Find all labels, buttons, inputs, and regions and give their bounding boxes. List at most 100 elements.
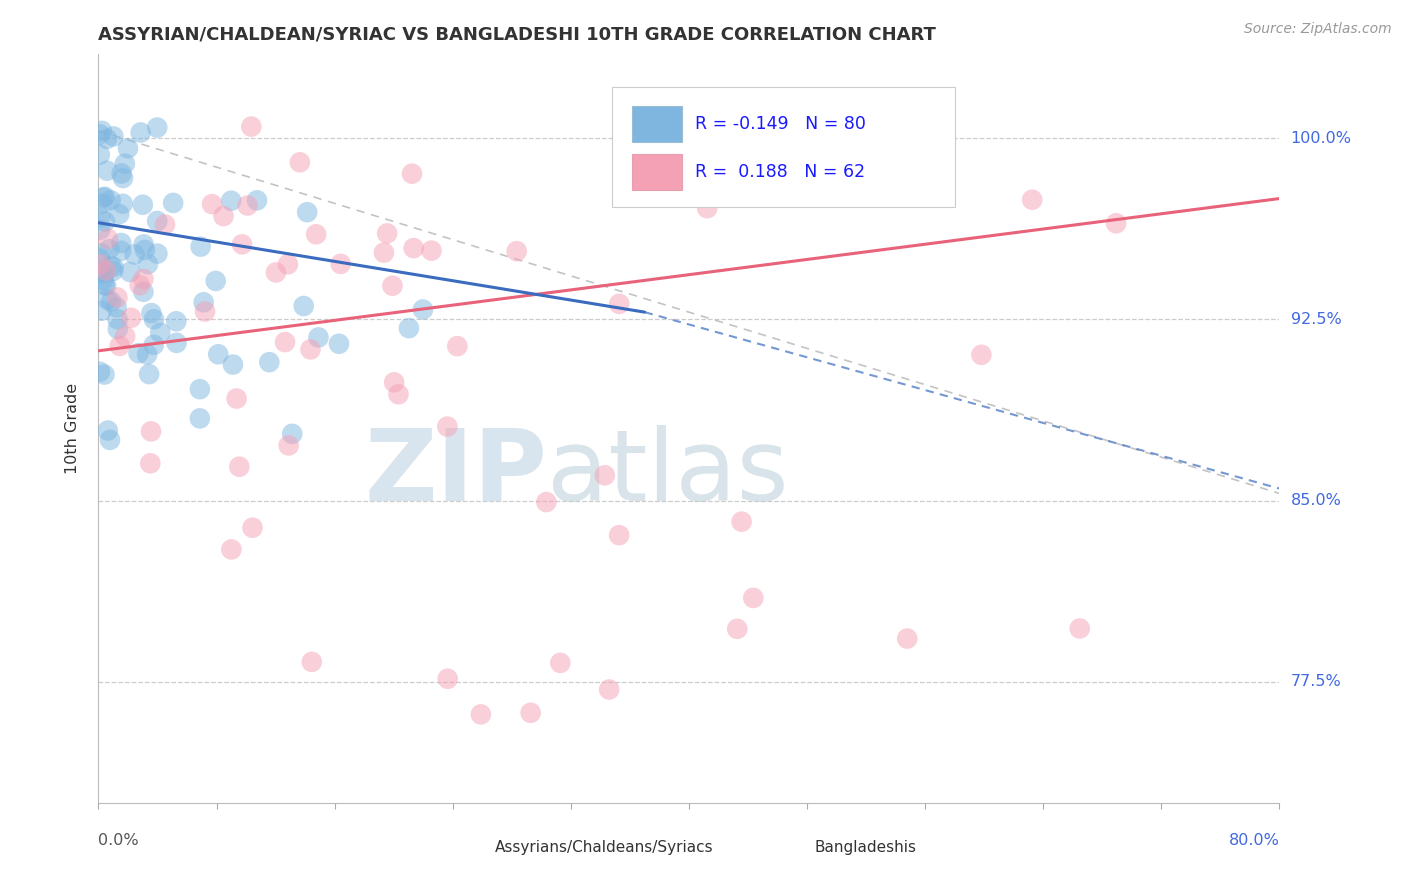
Point (129, 126, 152, 140)
Point (240, 120, 263, 134)
Point (94, 215, 117, 229)
Point (166, 335, 188, 350)
Point (89, 211, 111, 225)
Bar (633, 154, 682, 190)
Point (277, 257, 299, 271)
Point (100, 259, 122, 273)
Point (194, 304, 217, 318)
Point (89, 252, 111, 266)
Point (505, 244, 527, 259)
Point (259, 355, 281, 369)
Point (136, 348, 159, 362)
Point (146, 214, 169, 228)
Point (93, 267, 115, 281)
Point (110, 244, 132, 258)
Point (281, 426, 304, 441)
Point (204, 274, 226, 288)
Point (94, 263, 117, 277)
Point (896, 632, 918, 646)
Point (100, 294, 122, 309)
Point (132, 237, 155, 252)
Point (105, 291, 128, 305)
Point (117, 141, 139, 155)
Point (107, 312, 129, 326)
Point (928, 145, 950, 159)
Point (90, 303, 112, 318)
Point (153, 218, 176, 232)
Point (274, 334, 297, 349)
Text: Source: ZipAtlas.com: Source: ZipAtlas.com (1244, 22, 1392, 37)
Point (89, 365, 111, 379)
Point (228, 459, 250, 474)
Point (373, 245, 395, 260)
Point (730, 515, 752, 529)
Text: 77.5%: 77.5% (1291, 674, 1341, 690)
Point (222, 358, 245, 372)
Point (231, 237, 253, 252)
Text: R =  0.188   N = 62: R = 0.188 N = 62 (695, 163, 865, 181)
Point (96, 293, 118, 307)
Point (128, 346, 150, 360)
Point (446, 339, 468, 353)
Point (94, 278, 117, 293)
Point (110, 235, 132, 250)
Point (696, 201, 718, 215)
Text: atlas: atlas (547, 425, 789, 522)
Point (299, 343, 322, 357)
Point (132, 198, 155, 212)
Point (103, 129, 125, 144)
Point (207, 347, 229, 361)
Text: Assyrians/Chaldeans/Syriacs: Assyrians/Chaldeans/Syriacs (495, 840, 714, 855)
Point (93, 368, 115, 382)
Point (420, 244, 443, 258)
Point (111, 196, 134, 211)
Point (593, 468, 616, 483)
Point (387, 387, 409, 401)
Point (93, 191, 115, 205)
Point (225, 392, 247, 406)
Point (236, 198, 259, 212)
Point (143, 312, 166, 326)
Point (136, 257, 159, 271)
Text: ASSYRIAN/CHALDEAN/SYRIAC VS BANGLADESHI 10TH GRADE CORRELATION CHART: ASSYRIAN/CHALDEAN/SYRIAC VS BANGLADESHI … (98, 26, 936, 44)
Point (97, 424, 120, 438)
Point (139, 425, 162, 439)
Point (90, 124, 112, 138)
Point (91, 196, 114, 211)
Point (165, 314, 187, 328)
Point (90, 246, 112, 260)
Point (98, 242, 121, 256)
Point (100, 193, 122, 207)
Point (381, 278, 404, 293)
Text: 0.0%: 0.0% (98, 833, 139, 848)
Point (305, 227, 328, 242)
Point (132, 272, 155, 286)
Point (114, 329, 136, 343)
Point (89, 265, 111, 279)
Point (301, 655, 323, 669)
Point (288, 155, 311, 169)
Point (96, 132, 118, 146)
Point (970, 348, 993, 362)
Point (103, 260, 125, 275)
Point (219, 194, 242, 208)
Point (375, 227, 398, 241)
Point (328, 336, 350, 351)
Point (138, 367, 160, 381)
Point (401, 167, 423, 181)
Point (264, 265, 287, 279)
Point (108, 339, 131, 353)
Text: 100.0%: 100.0% (1291, 130, 1351, 145)
Text: ZIP: ZIP (364, 425, 547, 522)
Point (598, 682, 620, 697)
Point (146, 246, 169, 260)
Point (162, 196, 184, 211)
Point (308, 330, 330, 344)
Point (105, 301, 128, 315)
Point (550, 656, 572, 670)
Point (436, 419, 458, 434)
Point (607, 528, 630, 542)
Text: 85.0%: 85.0% (1291, 493, 1341, 508)
Point (132, 285, 155, 299)
Point (120, 310, 142, 325)
